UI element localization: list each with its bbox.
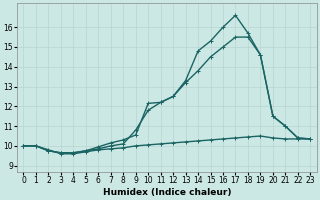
X-axis label: Humidex (Indice chaleur): Humidex (Indice chaleur) (103, 188, 231, 197)
